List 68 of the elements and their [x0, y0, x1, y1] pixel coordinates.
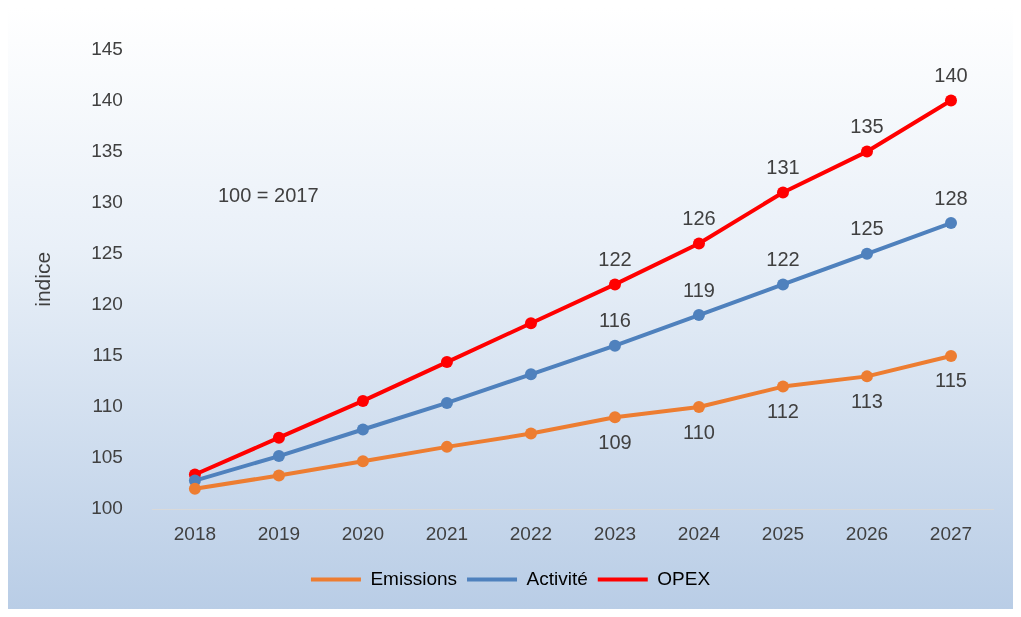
data-label: 109 — [598, 430, 632, 453]
y-tick-label: 135 — [91, 139, 123, 161]
data-label: 119 — [683, 278, 715, 301]
point — [945, 217, 957, 230]
point — [524, 317, 537, 330]
data-label: 135 — [850, 115, 884, 138]
point — [608, 411, 621, 424]
point — [945, 349, 957, 362]
data-label: 112 — [767, 400, 799, 423]
y-tick-label: 140 — [91, 88, 123, 110]
x-tick-label: 2026 — [845, 522, 889, 544]
point — [860, 145, 873, 158]
legend-label: OPEX — [657, 567, 711, 589]
data-label: 131 — [766, 155, 800, 178]
y-tick-label: 145 — [91, 37, 123, 59]
point — [272, 469, 285, 482]
y-tick-label: 125 — [91, 241, 123, 263]
point — [524, 427, 537, 440]
point — [356, 455, 369, 468]
point — [356, 394, 369, 407]
point — [860, 370, 873, 383]
x-tick-label: 2027 — [929, 522, 973, 544]
legend-label: Emissions — [370, 567, 458, 589]
x-tick-label: 2022 — [509, 522, 553, 544]
data-label: 116 — [599, 309, 631, 332]
point — [776, 186, 789, 199]
point — [692, 401, 705, 414]
point — [524, 368, 537, 381]
legend-label: Activité — [526, 567, 588, 589]
x-tick-label: 2024 — [677, 522, 721, 544]
x-tick-label: 2021 — [425, 522, 469, 544]
point — [608, 339, 621, 352]
y-tick-label: 110 — [92, 395, 123, 417]
point — [272, 450, 285, 463]
point — [272, 431, 285, 444]
point — [945, 94, 957, 107]
point — [776, 380, 789, 393]
x-tick-label: 2018 — [173, 522, 217, 544]
point — [608, 278, 621, 291]
data-label: 126 — [682, 207, 716, 230]
x-tick-label: 2020 — [341, 522, 385, 544]
y-tick-label: 115 — [92, 344, 123, 366]
data-label: 140 — [934, 64, 968, 86]
point — [440, 396, 453, 409]
point — [692, 237, 705, 250]
point — [440, 440, 453, 453]
point — [776, 278, 789, 291]
data-label: 115 — [935, 369, 967, 392]
annotation: 100 = 2017 — [217, 184, 319, 207]
point — [356, 423, 369, 436]
y-axis-title: indice — [31, 251, 55, 307]
data-label: 122 — [766, 247, 800, 270]
data-label: 122 — [598, 247, 632, 270]
y-tick-label: 130 — [91, 190, 123, 212]
point — [860, 247, 873, 260]
x-tick-label: 2019 — [257, 522, 301, 544]
y-tick-label: 120 — [91, 293, 123, 315]
point — [692, 309, 705, 322]
x-tick-label: 2023 — [593, 522, 637, 544]
point — [188, 482, 201, 495]
data-label: 128 — [934, 186, 968, 209]
x-tick-label: 2025 — [761, 522, 805, 544]
data-label: 110 — [683, 420, 715, 443]
y-tick-label: 100 — [91, 497, 123, 519]
data-label: 125 — [850, 217, 884, 240]
data-label: 113 — [851, 389, 883, 412]
point — [440, 356, 453, 369]
y-tick-label: 105 — [91, 446, 123, 468]
